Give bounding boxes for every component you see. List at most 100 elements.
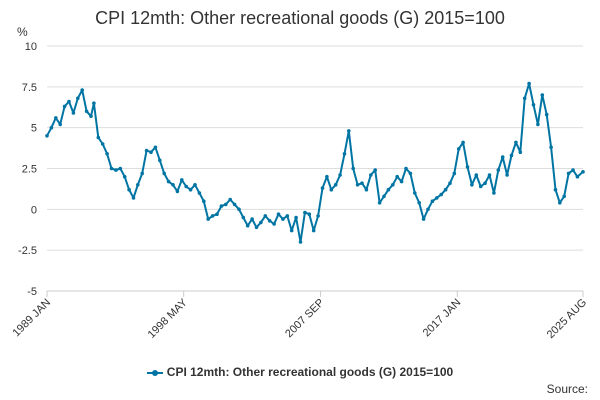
- data-point[interactable]: [193, 183, 197, 187]
- data-point[interactable]: [364, 187, 369, 192]
- data-point[interactable]: [395, 174, 400, 179]
- data-point[interactable]: [369, 173, 373, 177]
- data-point[interactable]: [237, 207, 241, 212]
- data-point[interactable]: [500, 155, 505, 159]
- data-point[interactable]: [549, 145, 553, 150]
- data-point[interactable]: [461, 140, 465, 145]
- data-point[interactable]: [105, 152, 109, 156]
- data-point[interactable]: [45, 134, 49, 138]
- data-point[interactable]: [544, 112, 549, 117]
- data-point[interactable]: [122, 174, 127, 179]
- data-point[interactable]: [71, 111, 76, 115]
- data-point[interactable]: [421, 217, 426, 221]
- data-point[interactable]: [294, 215, 298, 220]
- data-point[interactable]: [76, 96, 80, 101]
- data-point[interactable]: [448, 181, 452, 185]
- data-point[interactable]: [575, 174, 580, 179]
- data-point[interactable]: [329, 187, 334, 192]
- data-point[interactable]: [377, 201, 382, 205]
- data-point[interactable]: [100, 142, 105, 146]
- data-point[interactable]: [566, 171, 571, 176]
- data-point[interactable]: [158, 158, 162, 163]
- data-point[interactable]: [281, 217, 285, 221]
- data-point[interactable]: [89, 114, 93, 118]
- data-point[interactable]: [456, 147, 461, 151]
- data-point[interactable]: [219, 204, 224, 208]
- data-point[interactable]: [136, 183, 140, 187]
- data-point[interactable]: [171, 183, 175, 187]
- data-point[interactable]: [571, 168, 575, 172]
- data-point[interactable]: [188, 187, 193, 192]
- data-point[interactable]: [492, 191, 496, 195]
- data-point[interactable]: [144, 148, 149, 153]
- data-point[interactable]: [452, 171, 457, 176]
- data-point[interactable]: [267, 219, 272, 223]
- data-point[interactable]: [325, 174, 329, 179]
- data-point[interactable]: [92, 101, 96, 105]
- data-point[interactable]: [54, 116, 58, 120]
- data-point[interactable]: [483, 181, 487, 185]
- data-point[interactable]: [58, 122, 62, 127]
- data-point[interactable]: [536, 122, 540, 127]
- data-point[interactable]: [184, 184, 188, 189]
- data-point[interactable]: [527, 81, 531, 86]
- legend[interactable]: CPI 12mth: Other recreational goods (G) …: [0, 365, 600, 379]
- data-point[interactable]: [487, 173, 492, 177]
- data-point[interactable]: [109, 166, 114, 171]
- data-point[interactable]: [80, 88, 84, 92]
- data-point[interactable]: [391, 183, 395, 187]
- data-point[interactable]: [285, 214, 290, 218]
- data-point[interactable]: [215, 212, 219, 216]
- data-point[interactable]: [531, 103, 536, 107]
- data-point[interactable]: [62, 104, 67, 109]
- data-point[interactable]: [289, 228, 294, 233]
- data-point[interactable]: [311, 228, 316, 233]
- data-point[interactable]: [408, 171, 413, 176]
- data-point[interactable]: [562, 194, 566, 199]
- data-point[interactable]: [320, 186, 325, 190]
- data-point[interactable]: [540, 93, 545, 97]
- data-point[interactable]: [118, 166, 123, 171]
- data-point[interactable]: [241, 215, 246, 220]
- data-point[interactable]: [404, 166, 408, 171]
- data-point[interactable]: [197, 191, 202, 195]
- data-point[interactable]: [245, 223, 250, 228]
- data-point[interactable]: [351, 166, 356, 171]
- data-point[interactable]: [474, 173, 479, 177]
- data-point[interactable]: [435, 196, 439, 200]
- data-point[interactable]: [439, 192, 444, 197]
- data-point[interactable]: [399, 179, 404, 184]
- data-point[interactable]: [254, 225, 259, 230]
- data-point[interactable]: [175, 189, 180, 194]
- data-point[interactable]: [250, 217, 254, 221]
- data-point[interactable]: [307, 212, 312, 216]
- data-point[interactable]: [426, 207, 430, 212]
- data-point[interactable]: [228, 197, 232, 202]
- data-point[interactable]: [443, 187, 448, 192]
- data-point[interactable]: [180, 178, 184, 182]
- data-point[interactable]: [153, 145, 158, 150]
- data-point[interactable]: [360, 181, 364, 185]
- data-point[interactable]: [84, 109, 89, 114]
- data-point[interactable]: [470, 183, 474, 187]
- data-point[interactable]: [149, 150, 153, 154]
- data-point[interactable]: [373, 168, 378, 172]
- data-point[interactable]: [127, 187, 131, 192]
- data-point[interactable]: [509, 153, 514, 158]
- data-point[interactable]: [522, 96, 527, 101]
- data-point[interactable]: [298, 240, 303, 244]
- data-point[interactable]: [581, 170, 585, 174]
- data-point[interactable]: [496, 168, 501, 172]
- data-point[interactable]: [131, 196, 136, 200]
- data-point[interactable]: [413, 191, 417, 195]
- data-point[interactable]: [316, 214, 320, 218]
- data-point[interactable]: [263, 214, 268, 218]
- data-point[interactable]: [206, 217, 210, 221]
- data-point[interactable]: [518, 150, 523, 154]
- data-point[interactable]: [465, 165, 470, 169]
- data-point[interactable]: [355, 183, 360, 187]
- data-point[interactable]: [166, 179, 171, 184]
- data-point[interactable]: [338, 173, 342, 177]
- data-point[interactable]: [333, 183, 338, 187]
- data-point[interactable]: [553, 187, 558, 192]
